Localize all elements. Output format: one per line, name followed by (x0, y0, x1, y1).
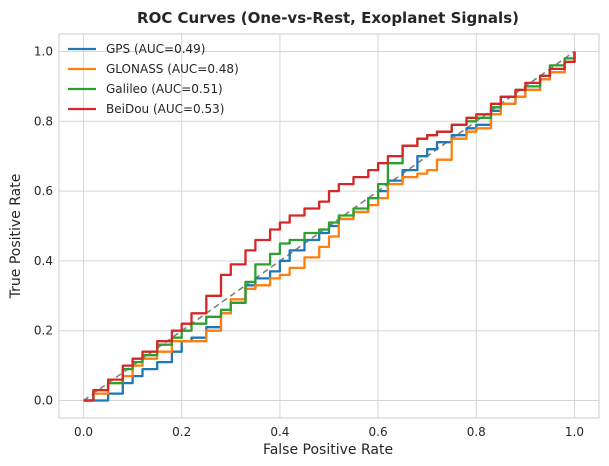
grid (59, 34, 599, 418)
y-tick-label: 0.4 (34, 254, 53, 268)
y-tick-label: 1.0 (34, 44, 53, 58)
x-axis-label: False Positive Rate (263, 442, 393, 458)
x-tick-labels: 0.0 0.2 0.4 0.6 0.8 1.0 (74, 425, 584, 439)
x-tick-label: 0.4 (270, 425, 289, 439)
plot-frame (58, 33, 600, 419)
legend-label-3: BeiDou (AUC=0.53) (106, 102, 224, 116)
series-line-3 (83, 51, 576, 402)
y-tick-label: 0.0 (34, 394, 53, 408)
series-lines (83, 51, 576, 402)
x-tick-label: 0.2 (172, 425, 191, 439)
legend-label-0: GPS (AUC=0.49) (106, 42, 205, 56)
x-tick-label: 0.8 (467, 425, 486, 439)
x-tick-label: 0.0 (74, 425, 93, 439)
y-axis-label: True Positive Rate (8, 174, 24, 300)
y-tick-labels: 0.0 0.2 0.4 0.6 0.8 1.0 (34, 44, 53, 407)
y-tick-label: 0.6 (34, 184, 53, 198)
series-line-1 (83, 51, 576, 402)
series-line-2 (83, 51, 576, 402)
legend-label-1: GLONASS (AUC=0.48) (106, 62, 239, 76)
legend-label-2: Galileo (AUC=0.51) (106, 82, 223, 96)
series-line-0 (83, 51, 576, 402)
y-tick-label: 0.8 (34, 114, 53, 128)
legend: GPS (AUC=0.49) GLONASS (AUC=0.48) Galileo … (68, 42, 239, 116)
x-tick-label: 1.0 (565, 425, 584, 439)
chart-title: ROC Curves (One-vs-Rest, Exoplanet Signa… (137, 9, 519, 27)
y-tick-label: 0.2 (34, 324, 53, 338)
x-tick-label: 0.6 (369, 425, 388, 439)
